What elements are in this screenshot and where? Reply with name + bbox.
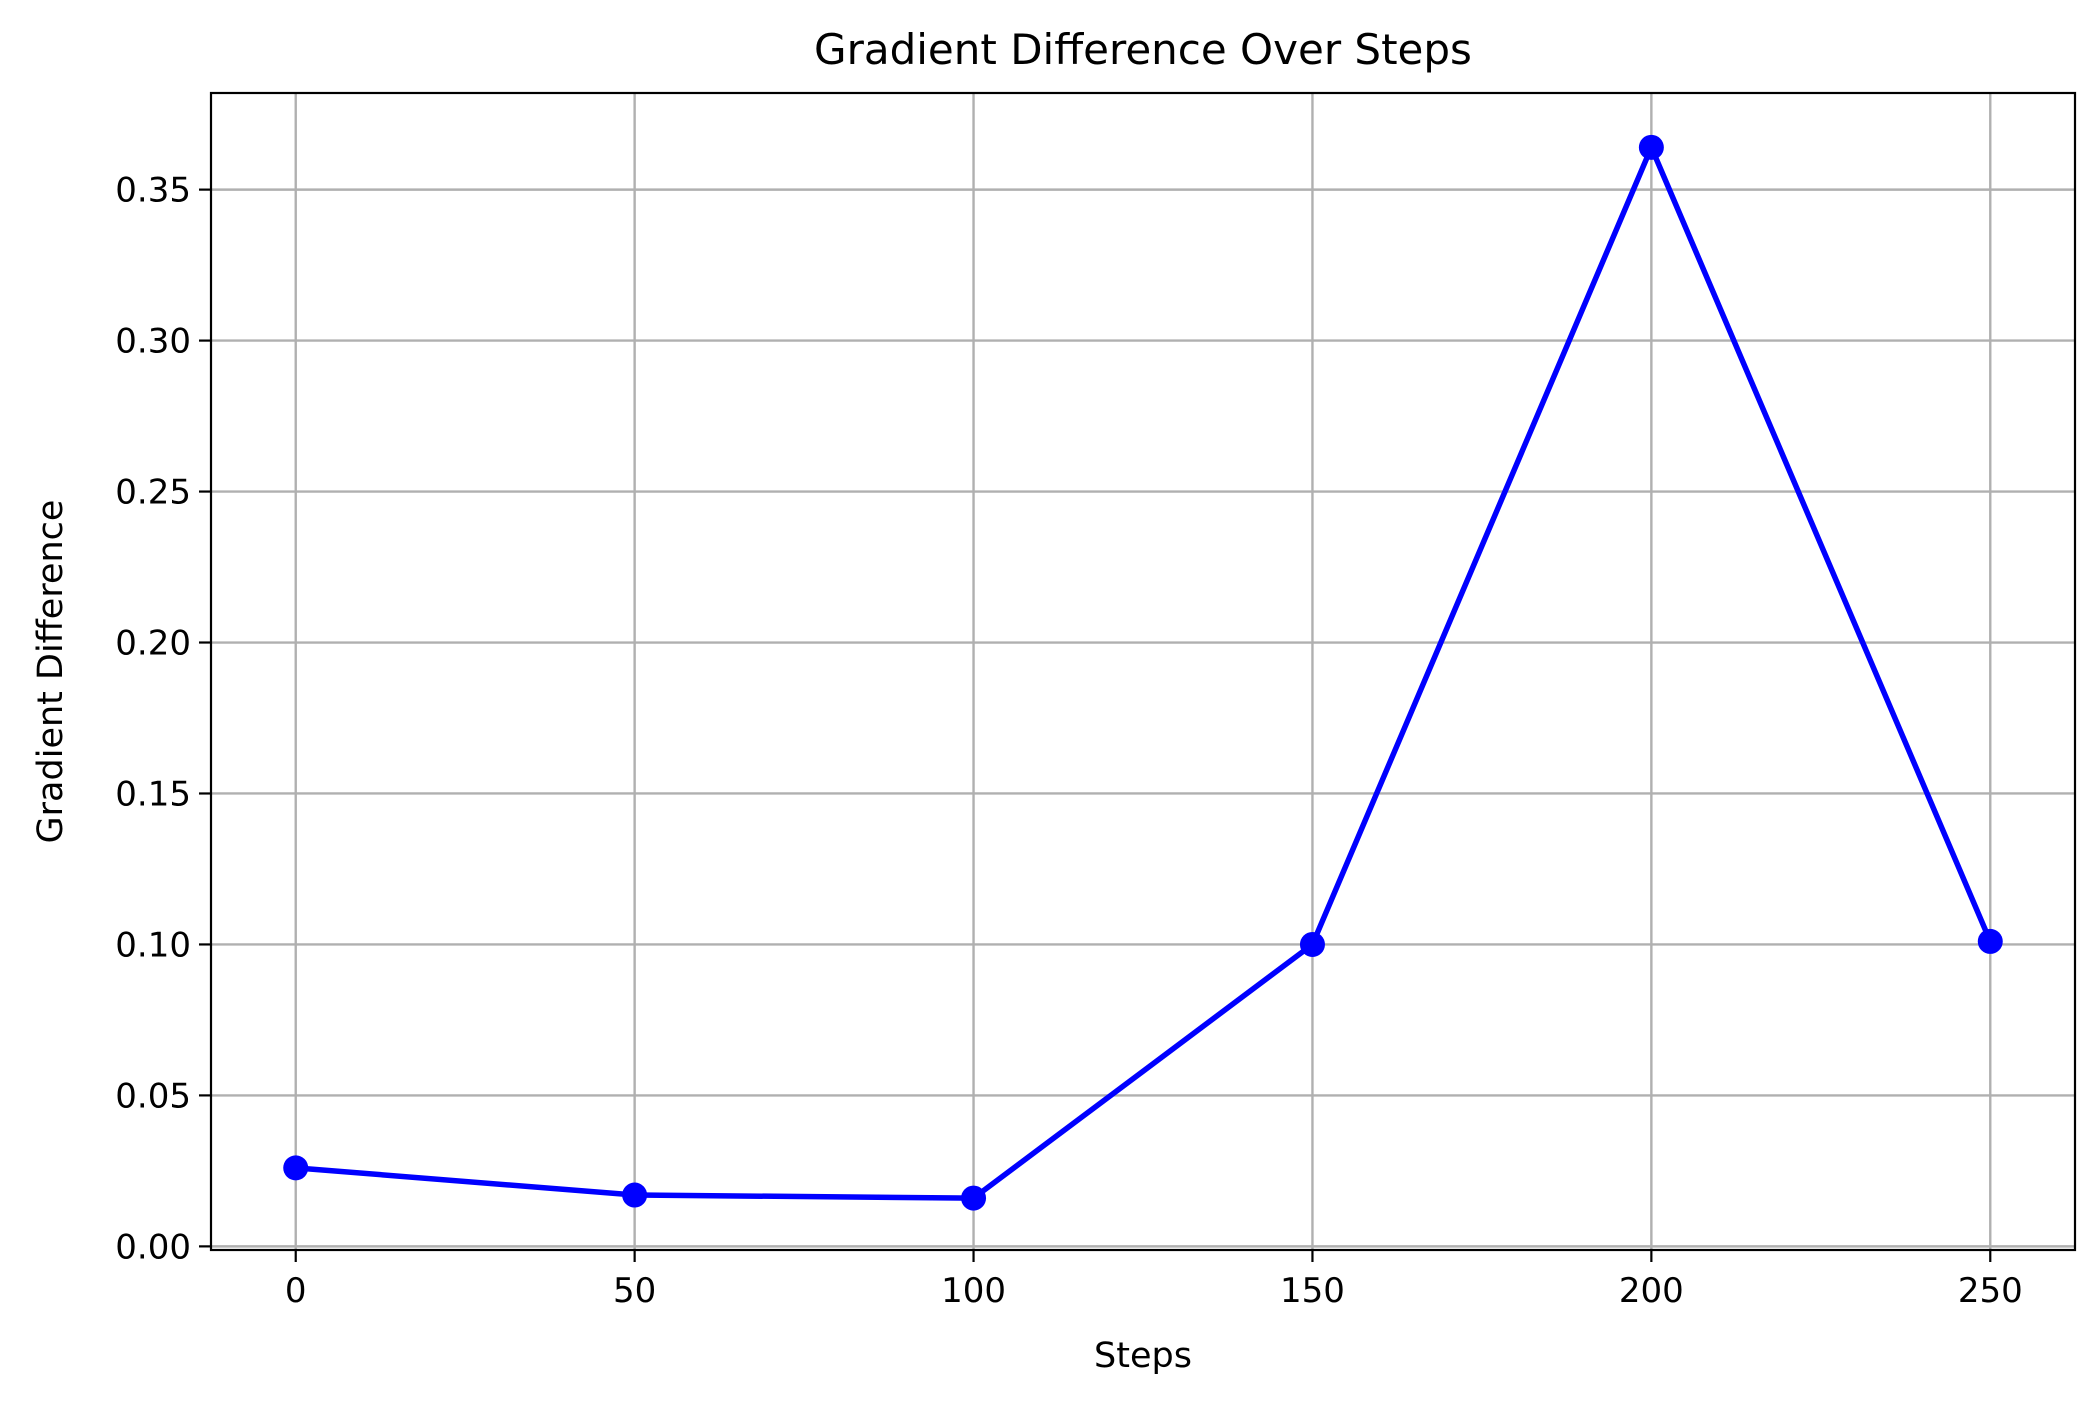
y-axis-label: Gradient Difference bbox=[31, 500, 71, 844]
series-line bbox=[292, 144, 1994, 1201]
y-tick-label: 0.10 bbox=[115, 925, 191, 965]
chart-title: Gradient Difference Over Steps bbox=[814, 25, 1472, 74]
y-tick-label: 0.20 bbox=[115, 624, 191, 664]
data-point bbox=[622, 1182, 648, 1208]
y-tick-label: 0.35 bbox=[115, 171, 191, 211]
x-tick-label: 100 bbox=[941, 1271, 1006, 1311]
grid bbox=[211, 93, 2075, 1250]
series-layer bbox=[283, 134, 2003, 1211]
data-point bbox=[1299, 931, 1325, 957]
x-tick-label: 0 bbox=[285, 1271, 307, 1311]
y-tick-label: 0.05 bbox=[115, 1076, 191, 1116]
x-tick-label: 200 bbox=[1619, 1271, 1684, 1311]
plot-frame bbox=[209, 91, 2077, 1252]
y-tick-label: 0.30 bbox=[115, 322, 191, 362]
y-tick-label: 0.25 bbox=[115, 473, 191, 513]
data-point bbox=[1977, 928, 2003, 954]
y-tick-label: 0.15 bbox=[115, 774, 191, 814]
ticks: 0 50 100 150 200 250 0.00 0.05 0.10 0.15 0.20 0.25 0… bbox=[115, 171, 2022, 1311]
x-tick-label: 150 bbox=[1280, 1271, 1345, 1311]
x-tick-label: 50 bbox=[613, 1271, 656, 1311]
x-tick-label: 250 bbox=[1958, 1271, 2023, 1311]
data-point bbox=[283, 1155, 309, 1181]
data-point bbox=[961, 1185, 987, 1211]
y-tick-label: 0.00 bbox=[115, 1227, 191, 1267]
x-axis-label: Steps bbox=[1094, 1336, 1192, 1376]
data-point bbox=[1638, 134, 1664, 160]
